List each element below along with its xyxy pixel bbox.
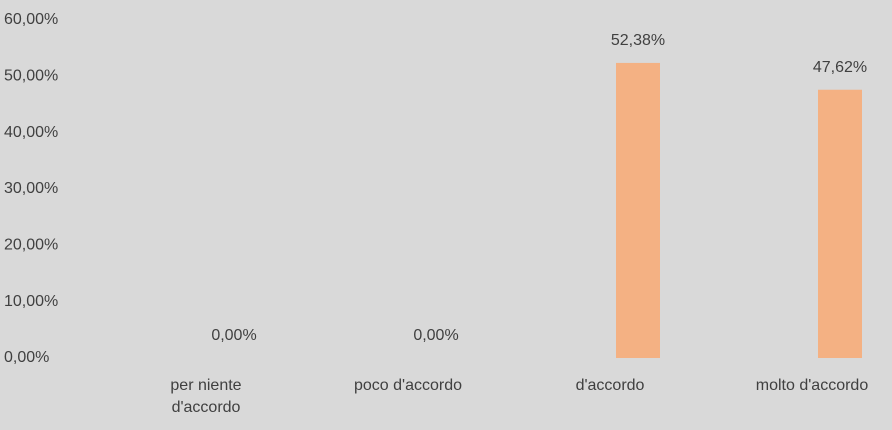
data-label: 0,00% — [211, 327, 256, 344]
data-label: 0,00% — [413, 327, 458, 344]
y-tick-label: 10,00% — [4, 293, 58, 310]
data-label: 52,38% — [611, 32, 665, 49]
data-label: 47,62% — [813, 59, 867, 76]
bar — [616, 62, 660, 359]
y-tick-label: 50,00% — [4, 68, 58, 85]
y-tick-label: 0,00% — [4, 349, 49, 366]
bar — [818, 89, 862, 359]
x-tick-label: molto d'accordo — [755, 377, 869, 394]
x-tick-label-box: poco d'accordo — [353, 377, 462, 394]
x-tick-label: d'accordo — [575, 377, 645, 394]
y-tick-label: 30,00% — [4, 180, 58, 197]
y-tick-label: 40,00% — [4, 124, 58, 141]
x-tick-label-box: d'accordo — [575, 377, 645, 394]
x-tick-label: per niente d'accordo — [170, 377, 242, 416]
x-tick-label: poco d'accordo — [353, 377, 462, 394]
x-tick-label-box: per niente d'accordo — [170, 377, 242, 416]
x-tick-label-box: molto d'accordo — [755, 377, 869, 394]
y-tick-label: 60,00% — [4, 11, 58, 28]
y-tick-label: 20,00% — [4, 237, 58, 254]
